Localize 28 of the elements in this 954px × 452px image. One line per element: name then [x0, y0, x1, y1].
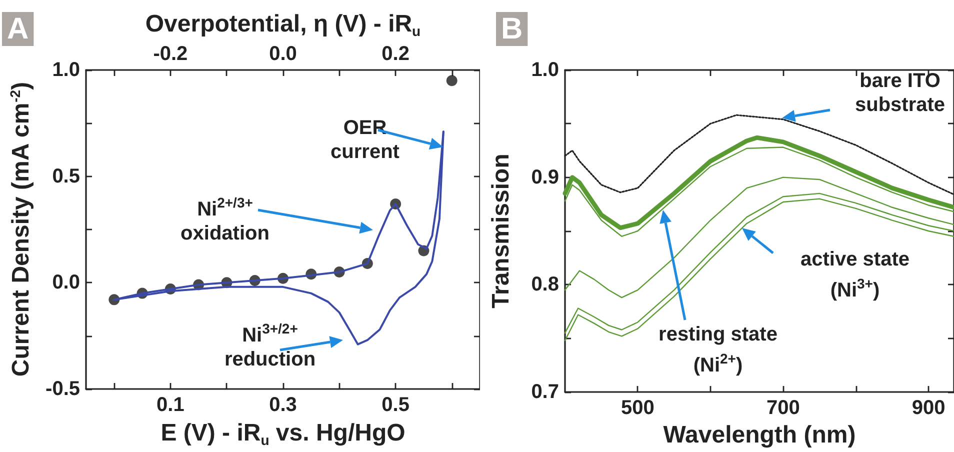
y-tick-label: 0.0 — [52, 272, 80, 294]
x2-tick-label: 0.0 — [269, 43, 297, 65]
annotation: resting state (Ni$^{2+}$) — [658, 322, 778, 378]
chart-title: A — [7, 12, 29, 46]
x2-tick-label: -0.2 — [153, 43, 188, 65]
y-tick-label: 0.7 — [531, 381, 559, 403]
x-tick-label: 700 — [766, 397, 800, 419]
annotation: bare ITO substrate — [854, 69, 946, 117]
y-axis-title: Current Density (mA cm-2) — [7, 82, 34, 377]
y-tick-label: 1.0 — [52, 59, 80, 81]
y-tick-label: 1.0 — [531, 59, 559, 81]
x2-tick-label: 0.2 — [382, 43, 410, 65]
chart-title: B — [501, 12, 523, 46]
annotation: active state (Ni$^{3+}$) — [800, 248, 910, 302]
x-axis-title: Wavelength (nm) — [663, 421, 856, 448]
annotation: OER current — [330, 116, 400, 164]
y-tick-label: 0.9 — [531, 166, 559, 188]
y-tick-label: 0.8 — [531, 274, 559, 296]
y-tick-label: 0.5 — [52, 165, 80, 188]
annotation: Ni$^{3+/2+}$ reduction — [224, 320, 316, 372]
x-tick-label: 900 — [912, 397, 946, 419]
y-axis-title: Transmission — [488, 154, 514, 308]
annotation: Ni$^{2+/3+}$ oxidation — [180, 194, 270, 246]
y-tick-label: -0.5 — [46, 378, 80, 400]
x-tick-label: 0.1 — [156, 394, 184, 416]
x-tick-label: 0.5 — [382, 394, 410, 416]
x-tick-label: 500 — [621, 397, 654, 419]
x-tick-label: 0.3 — [269, 394, 297, 416]
